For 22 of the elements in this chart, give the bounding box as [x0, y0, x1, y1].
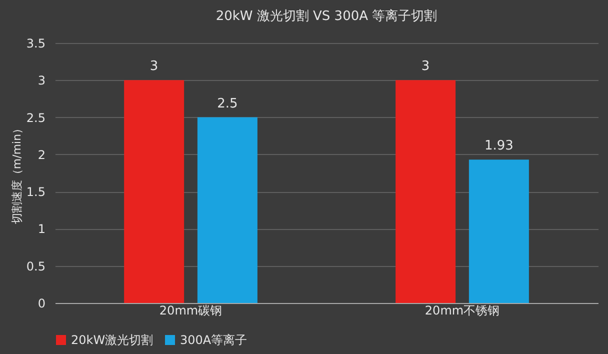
y-tick-label: 0.5	[26, 259, 46, 274]
legend-label: 20kW激光切割	[71, 333, 154, 347]
y-tick-label: 0	[38, 296, 46, 310]
bar	[396, 80, 456, 303]
y-axis-title: 切割速度（m/min）	[10, 122, 24, 224]
bar	[197, 117, 258, 303]
y-tick-label: 2	[38, 148, 46, 162]
data-label: 3	[150, 59, 158, 74]
x-tick-label: 20mm碳钢	[159, 304, 222, 318]
bar	[124, 80, 184, 303]
y-tick-label: 3.5	[26, 36, 46, 50]
x-tick-label: 20mm不锈钢	[424, 304, 500, 318]
chart-title: 20kW 激光切割 VS 300A 等离子切割	[216, 8, 438, 24]
data-label: 3	[421, 59, 430, 74]
y-tick-label: 3	[38, 74, 46, 88]
data-label: 1.93	[484, 138, 514, 154]
data-label: 2.5	[217, 96, 238, 112]
bar	[468, 160, 529, 303]
y-tick-label: 1	[38, 222, 46, 236]
legend-label: 300A等离子	[180, 333, 248, 347]
y-tick-label: 2.5	[26, 110, 46, 125]
y-tick-label: 1.5	[26, 185, 46, 200]
